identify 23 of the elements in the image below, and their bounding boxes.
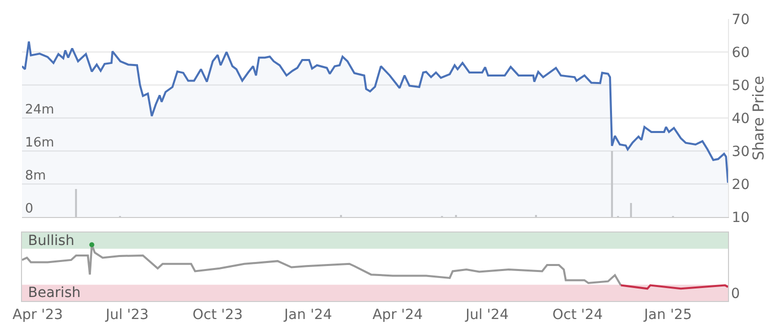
x-tick-label: Oct '23 bbox=[192, 306, 243, 323]
y-tick-label: 24m bbox=[25, 102, 54, 118]
y2-tick-label: 60 bbox=[732, 44, 750, 61]
x-tick-label: Apr '24 bbox=[372, 306, 423, 323]
y2-axis-title: Share Price bbox=[750, 76, 768, 160]
band-label: Bullish bbox=[28, 233, 74, 249]
x-tick-label: Apr '23 bbox=[12, 306, 63, 323]
x-tick-label: Oct '24 bbox=[552, 306, 603, 323]
y-tick-label: 8m bbox=[25, 168, 46, 184]
text: 0 bbox=[731, 286, 740, 302]
x-tick-label: Jul '23 bbox=[104, 306, 149, 323]
y2-tick-label: 30 bbox=[732, 144, 750, 160]
y2-tick-label: 50 bbox=[732, 78, 750, 94]
y2-tick-label: 40 bbox=[732, 110, 750, 127]
x-tick-label: Jan '25 bbox=[643, 306, 692, 323]
y-tick-label: 0 bbox=[25, 202, 34, 217]
y2-tick-label: 70 bbox=[732, 12, 750, 28]
band-label: Bearish bbox=[28, 285, 81, 301]
x-tick-label: Jul '24 bbox=[464, 306, 509, 323]
y2-tick-label: 10 bbox=[732, 210, 750, 226]
x-tick-label: Jan '24 bbox=[283, 306, 332, 323]
y2-tick-label: 20 bbox=[732, 177, 750, 194]
y-tick-label: 16m bbox=[25, 136, 54, 151]
